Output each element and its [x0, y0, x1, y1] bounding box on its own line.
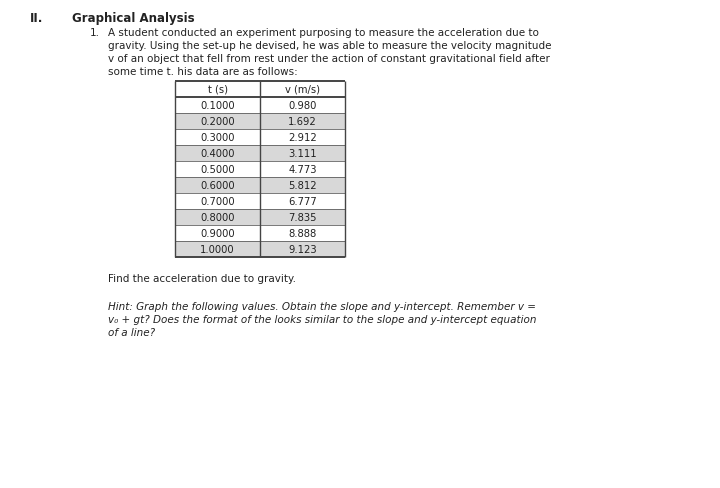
Text: 0.980: 0.980: [288, 101, 317, 111]
Text: 5.812: 5.812: [288, 181, 317, 191]
Bar: [175, 114, 345, 130]
Text: Find the acceleration due to gravity.: Find the acceleration due to gravity.: [108, 273, 296, 284]
Text: 0.9000: 0.9000: [200, 228, 235, 239]
Text: 0.3000: 0.3000: [200, 133, 235, 142]
Text: v₀ + gt? Does the format of the looks similar to the slope and y-intercept equat: v₀ + gt? Does the format of the looks si…: [108, 314, 536, 325]
Bar: [175, 209, 345, 225]
Text: 2.912: 2.912: [288, 133, 317, 142]
Text: 0.5000: 0.5000: [200, 164, 235, 175]
Bar: [175, 178, 345, 194]
Text: A student conducted an experiment purposing to measure the acceleration due to: A student conducted an experiment purpos…: [108, 28, 539, 38]
Text: 4.773: 4.773: [288, 164, 317, 175]
Text: 0.7000: 0.7000: [200, 197, 235, 206]
Text: Graphical Analysis: Graphical Analysis: [72, 12, 194, 25]
Text: 6.777: 6.777: [288, 197, 317, 206]
Text: gravity. Using the set-up he devised, he was able to measure the velocity magnit: gravity. Using the set-up he devised, he…: [108, 41, 552, 51]
Text: II.: II.: [30, 12, 43, 25]
Text: t (s): t (s): [207, 85, 228, 95]
Text: v (m/s): v (m/s): [285, 85, 320, 95]
Text: v of an object that fell from rest under the action of constant gravitational fi: v of an object that fell from rest under…: [108, 54, 550, 64]
Text: 1.692: 1.692: [288, 117, 317, 127]
Text: 1.0000: 1.0000: [200, 244, 235, 254]
Text: 0.8000: 0.8000: [200, 213, 235, 223]
Text: some time t. his data are as follows:: some time t. his data are as follows:: [108, 67, 298, 77]
Text: of a line?: of a line?: [108, 327, 155, 337]
Text: Hint: Graph the following values. Obtain the slope and y-intercept. Remember v =: Hint: Graph the following values. Obtain…: [108, 302, 536, 311]
Text: 9.123: 9.123: [288, 244, 317, 254]
Text: 3.111: 3.111: [288, 149, 317, 159]
Text: 7.835: 7.835: [288, 213, 317, 223]
Text: 0.6000: 0.6000: [200, 181, 235, 191]
Text: 0.2000: 0.2000: [200, 117, 235, 127]
Bar: [175, 146, 345, 162]
Bar: [175, 242, 345, 258]
Text: 1.: 1.: [90, 28, 100, 38]
Text: 0.4000: 0.4000: [200, 149, 235, 159]
Text: 0.1000: 0.1000: [200, 101, 235, 111]
Text: 8.888: 8.888: [289, 228, 317, 239]
